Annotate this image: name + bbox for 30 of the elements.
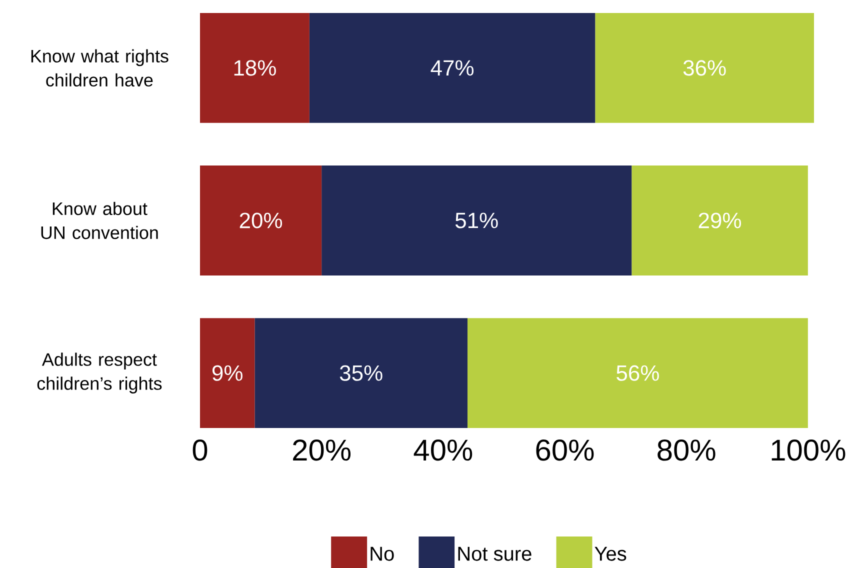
bar bbox=[632, 166, 808, 276]
x-tick-label: 100% bbox=[772, 440, 846, 461]
legend-label: No bbox=[370, 546, 394, 561]
data-label: 36% bbox=[683, 60, 726, 76]
bar bbox=[200, 166, 322, 276]
legend-label: Yes bbox=[594, 546, 626, 561]
x-tick-label: 80% bbox=[658, 440, 716, 461]
data-label: 51% bbox=[455, 212, 498, 228]
data-label: 9% bbox=[212, 365, 242, 381]
bar bbox=[467, 318, 808, 428]
data-label: 47% bbox=[430, 60, 474, 76]
y-tick-label: Know about UN convention bbox=[41, 202, 158, 240]
x-tick-label: 60% bbox=[536, 440, 594, 461]
data-label: 29% bbox=[698, 212, 741, 228]
data-label: 56% bbox=[616, 365, 659, 381]
y-tick-label: Adults respect children’s rights bbox=[37, 352, 162, 394]
x-tick-label: 20% bbox=[293, 440, 351, 461]
bar bbox=[322, 166, 632, 276]
bar bbox=[595, 13, 814, 123]
x-tick-label: 0 bbox=[192, 440, 208, 461]
bar bbox=[309, 13, 596, 123]
data-label: 35% bbox=[340, 365, 382, 381]
bar bbox=[200, 318, 255, 428]
y-tick-label: Know what rights children have bbox=[31, 49, 168, 87]
bar bbox=[200, 13, 310, 123]
bar bbox=[254, 318, 468, 428]
data-label: 18% bbox=[234, 60, 276, 76]
x-tick-label: 40% bbox=[414, 440, 472, 461]
legend-label: Not sure bbox=[458, 546, 532, 561]
data-label: 20% bbox=[240, 212, 282, 228]
